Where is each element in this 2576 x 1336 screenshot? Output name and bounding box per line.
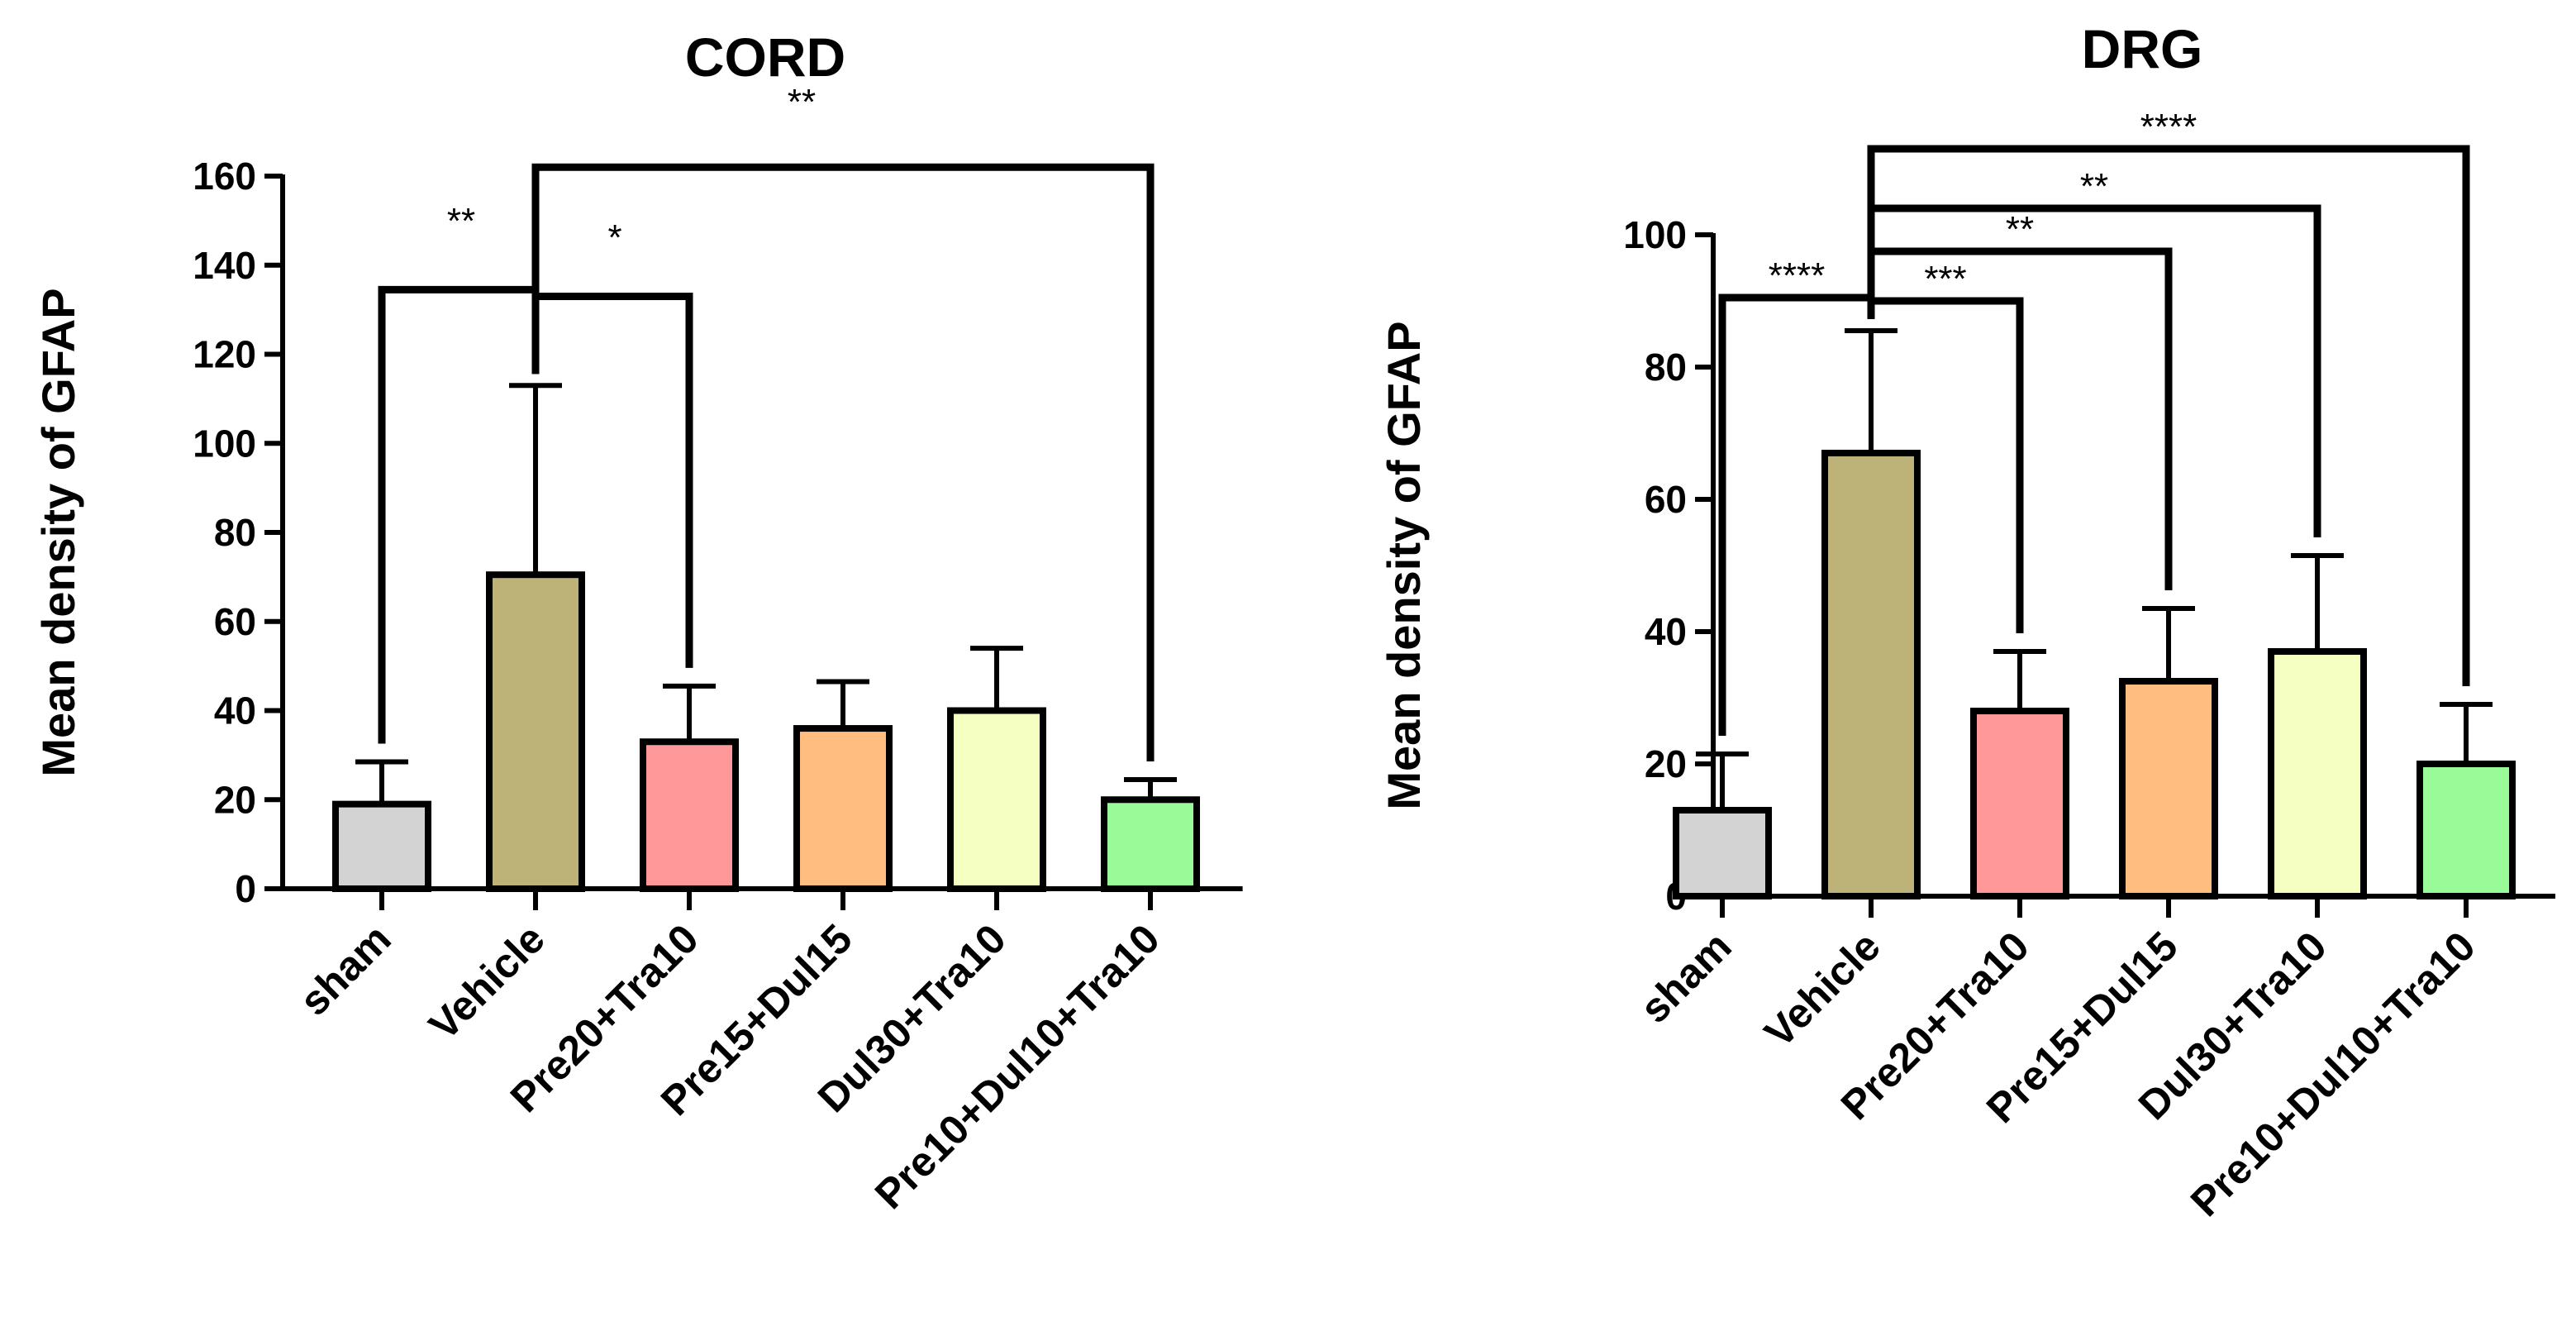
significance-label: ** <box>2080 166 2108 207</box>
cord-panel: CORD Mean density of GFAP 0 20 40 60 80 100 120 1… <box>32 26 1243 1218</box>
bar <box>2268 648 2367 899</box>
significance-label: **** <box>2140 107 2197 147</box>
x-tick-label: sham <box>291 915 400 1024</box>
y-tick-label: 40 <box>214 689 256 732</box>
significance-bracket <box>1867 145 2470 686</box>
bar <box>2119 678 2218 899</box>
significance-label: **** <box>1769 255 1826 296</box>
bar <box>1970 708 2069 899</box>
bar <box>793 725 893 892</box>
x-tick-label: Vehicle <box>420 915 553 1048</box>
y-tick-label: 60 <box>1645 478 1687 521</box>
significance-bracket <box>1867 204 2321 537</box>
y-tick-label: 40 <box>1645 610 1687 653</box>
y-tick-label: 100 <box>193 422 256 465</box>
chart-title: CORD <box>685 26 845 88</box>
bar <box>947 707 1046 892</box>
y-tick-label: 20 <box>1645 742 1687 785</box>
x-tick-label: sham <box>1631 923 1740 1032</box>
bar <box>1821 450 1921 899</box>
x-tick-label: Vehicle <box>1755 923 1888 1056</box>
bar <box>332 800 431 893</box>
y-tick-label: 140 <box>193 244 256 287</box>
y-tick-label: 80 <box>1645 346 1687 389</box>
bar <box>1101 796 1200 892</box>
y-tick-label: 60 <box>214 600 256 643</box>
significance-label: *** <box>1924 259 1966 299</box>
y-tick-label: 120 <box>193 333 256 376</box>
y-axis-label: Mean density of GFAP <box>32 288 84 776</box>
significance-bracket <box>531 163 1155 762</box>
significance-label: ** <box>788 82 816 122</box>
y-tick-label: 0 <box>235 867 256 910</box>
bar <box>2416 761 2516 899</box>
y-tick-label: 80 <box>214 511 256 554</box>
y-tick-label: 160 <box>193 155 256 198</box>
significance-label: * <box>607 217 621 258</box>
y-tick-label: 100 <box>1623 213 1687 256</box>
bar <box>486 571 585 893</box>
y-tick-label: 20 <box>214 778 256 821</box>
y-axis-label: Mean density of GFAP <box>1378 321 1430 809</box>
significance-label: ** <box>2006 209 2034 250</box>
x-tick-label: Pre10+Dul10+Tra10 <box>866 915 1169 1218</box>
bar <box>1673 807 1772 899</box>
chart-title: DRG <box>2082 18 2203 79</box>
significance-label: ** <box>447 201 475 241</box>
x-tick-label: Pre10+Dul10+Tra10 <box>2182 923 2484 1225</box>
bar <box>640 738 739 893</box>
